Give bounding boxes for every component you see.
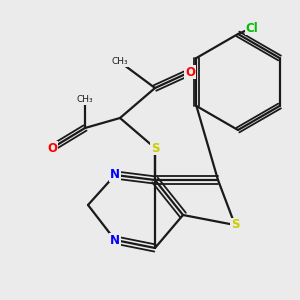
Text: O: O [185, 65, 195, 79]
Text: Cl: Cl [246, 22, 258, 34]
Text: S: S [231, 218, 239, 232]
Text: O: O [47, 142, 57, 154]
Text: N: N [110, 169, 120, 182]
Text: CH₃: CH₃ [112, 58, 128, 67]
Text: N: N [110, 233, 120, 247]
Text: CH₃: CH₃ [77, 95, 93, 104]
Text: S: S [151, 142, 159, 154]
